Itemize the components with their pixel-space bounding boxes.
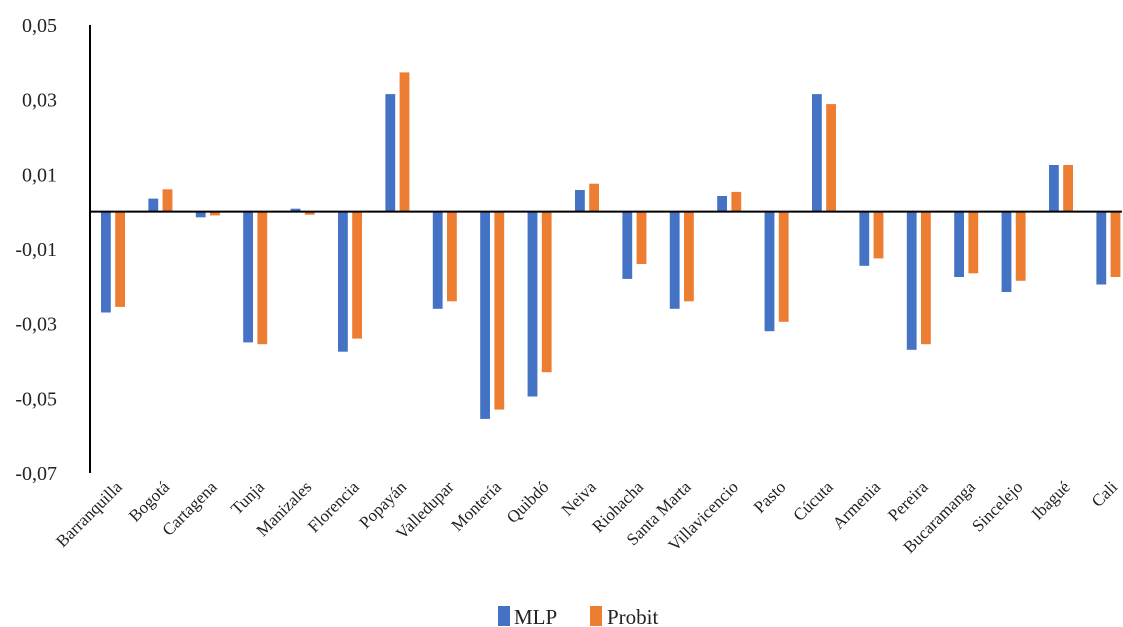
bar-mlp: [1001, 211, 1012, 292]
bar-mlp: [338, 211, 348, 352]
bar-probit: [304, 211, 315, 215]
y-tick-label: 0,01: [22, 164, 57, 186]
bar-probit: [921, 211, 931, 345]
category-label: Armenia: [829, 477, 885, 533]
bar-probit: [968, 211, 979, 274]
legend-swatch-mlp: [498, 606, 510, 626]
legend: MLP Probit: [498, 605, 659, 627]
bar-mlp: [906, 211, 917, 350]
bar-mlp: [1096, 211, 1107, 285]
category-label: Florencia: [304, 477, 363, 536]
bar-mlp: [385, 94, 396, 212]
bar-probit: [636, 211, 647, 264]
category-label: Montería: [448, 477, 506, 535]
category-label: Cali: [1088, 477, 1122, 511]
bars: [101, 72, 1121, 419]
bar-mlp: [101, 211, 111, 313]
bar-probit: [873, 211, 884, 259]
bar-probit: [826, 104, 836, 212]
bar-mlp: [954, 211, 964, 277]
bar-mlp: [575, 190, 585, 212]
y-tick-label: -0,03: [15, 314, 57, 336]
bar-probit: [684, 211, 694, 302]
y-tick-label: 0,05: [22, 15, 57, 37]
bar-probit: [589, 183, 599, 212]
bar-mlp: [764, 211, 775, 332]
legend-label-probit: Probit: [607, 605, 659, 627]
bar-mlp: [480, 211, 490, 419]
bar-mlp: [527, 211, 538, 397]
y-tick-label: -0,01: [15, 239, 57, 261]
bar-mlp: [432, 211, 443, 309]
bar-probit: [447, 211, 457, 302]
bar-probit: [352, 211, 362, 339]
bar-probit: [210, 211, 220, 216]
bar-mlp: [290, 208, 301, 212]
bar-probit: [257, 211, 268, 345]
bar-probit: [1015, 211, 1026, 281]
category-label: Neiva: [558, 477, 600, 519]
bar-mlp: [195, 211, 206, 218]
bar-probit: [731, 191, 742, 212]
bar-probit: [541, 211, 552, 373]
bar-mlp: [148, 198, 159, 212]
bar-mlp: [243, 211, 253, 343]
bar-mlp: [1049, 165, 1059, 212]
category-label: Tunja: [227, 477, 268, 518]
legend-label-mlp: MLP: [514, 605, 557, 627]
bar-mlp: [859, 211, 870, 266]
y-tick-label: -0,07: [15, 463, 57, 485]
axes-lines: [89, 25, 1122, 473]
y-tick-label: -0,05: [15, 388, 57, 410]
category-label: Quibdó: [503, 477, 552, 526]
category-label: Barranquilla: [52, 477, 126, 551]
bar-probit: [494, 211, 505, 410]
y-axis: 0,05 0,03 0,01 -0,01 -0,03 -0,05 -0,07: [15, 15, 57, 485]
bar-mlp: [669, 211, 680, 309]
bar-probit: [1063, 165, 1073, 212]
category-label: Sincelejo: [968, 477, 1026, 535]
legend-swatch-probit: [590, 606, 602, 626]
bar-probit: [162, 189, 173, 212]
category-label: Pasto: [750, 477, 789, 516]
bar-mlp: [622, 211, 633, 279]
y-tick-label: 0,03: [22, 90, 57, 112]
bar-mlp: [717, 196, 727, 212]
bar-probit: [1110, 211, 1121, 277]
bar-probit: [115, 211, 125, 307]
category-label: Ibagué: [1028, 477, 1074, 523]
bar-mlp: [812, 94, 822, 212]
bar-probit: [399, 72, 410, 212]
bar-probit: [778, 211, 789, 322]
